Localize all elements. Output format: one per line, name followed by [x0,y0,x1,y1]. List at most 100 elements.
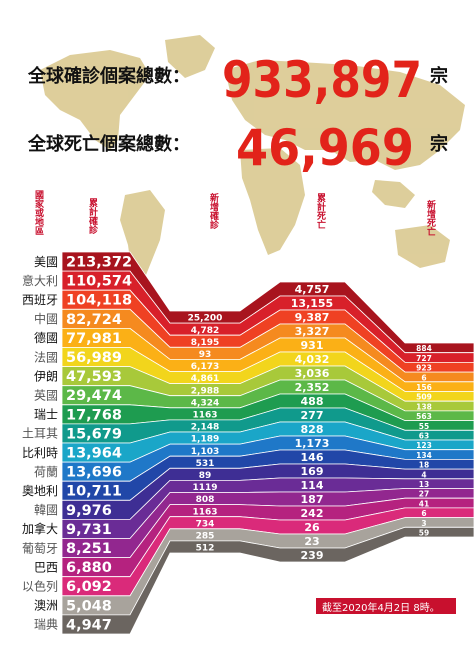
country-label: 德國 [34,330,58,345]
deaths-total-label: 全球死亡個案總數： [27,133,190,155]
new_deaths-label: 923 [416,364,432,373]
world-map [40,35,465,290]
country-label: 巴西 [34,560,58,574]
new_confirmed-label: 512 [196,544,215,554]
deaths-unit: 宗 [430,133,448,155]
confirmed-label: 82,724 [66,312,122,328]
new_confirmed-label: 2,148 [191,423,219,433]
confirmed-label: 56,989 [66,350,122,366]
new_deaths-label: 884 [416,344,432,353]
deaths-total-value: 46,969 [236,119,414,177]
deaths-label: 4,757 [295,283,330,296]
country-label: 土耳其 [22,427,58,441]
ribbon-labels: 美國 213,372 25,200 4,757 884 意大利 110,574 4,782 13… [22,255,432,634]
country-label: 比利時 [22,446,58,460]
new_deaths-label: 41 [419,499,429,508]
confirmed-label: 13,964 [66,446,122,462]
confirmed-label: 213,372 [66,255,132,271]
map-africa [240,148,305,255]
confirmed-label: 9,731 [66,522,112,538]
confirmed-label: 110,574 [66,274,132,290]
new_confirmed-label: 89 [199,471,212,481]
confirmed-unit: 宗 [430,65,448,87]
new_confirmed-label: 808 [196,495,215,505]
new_deaths-label: 4 [421,470,426,479]
deaths-label: 828 [301,423,324,436]
new_deaths-label: 18 [419,461,429,470]
deaths-label: 931 [301,339,324,352]
new_confirmed-label: 1,189 [191,435,219,445]
new_confirmed-label: 1163 [192,410,217,420]
confirmed-label: 4,947 [66,617,112,633]
new_deaths-label: 27 [419,490,429,499]
deaths-label: 9,387 [295,311,330,324]
confirmed-label: 6,092 [66,579,112,595]
confirmed-label: 47,593 [66,369,122,385]
new_confirmed-label: 4,324 [191,398,219,408]
header-country: 國家或地區 [33,190,44,235]
deaths-label: 114 [301,479,324,492]
deaths-label: 277 [301,409,324,422]
new_confirmed-label: 2,988 [191,386,219,396]
new_confirmed-label: 1163 [192,507,217,517]
deaths-label: 3,036 [295,367,330,380]
deaths-label: 169 [301,465,324,478]
new_deaths-label: 123 [416,441,432,450]
deaths-label: 3,327 [295,325,330,338]
confirmed-label: 104,118 [66,293,132,309]
new_deaths-label: 134 [416,451,432,460]
new_deaths-label: 55 [419,422,429,431]
header-new-confirmed: 新增確診 [208,192,219,230]
deaths-label: 2,352 [295,381,330,394]
header-cumulative-confirmed: 累計確診 [87,197,98,235]
country-label: 中國 [34,311,58,326]
confirmed-label: 17,768 [66,407,122,423]
country-label: 瑞典 [34,618,58,632]
new_deaths-label: 13 [419,480,429,489]
confirmed-label: 77,981 [66,331,122,347]
band-20 [61,526,474,635]
confirmed-label: 29,474 [66,388,122,404]
country-label: 伊朗 [34,369,58,383]
column-headers: 國家或地區 累計確診 新增確診 累計死亡 新增死亡 [33,190,437,236]
new_deaths-label: 156 [416,383,432,392]
deaths-label: 1,173 [295,437,330,450]
new_deaths-label: 63 [419,432,429,441]
confirmed-label: 9,976 [66,503,112,519]
new_deaths-label: 59 [419,529,429,538]
country-label: 瑞士 [34,408,58,422]
confirmed-label: 8,251 [66,541,112,557]
deaths-label: 13,155 [291,297,333,310]
new_confirmed-label: 4,782 [191,326,219,336]
new_confirmed-label: 4,861 [191,374,219,384]
map-australia [395,225,450,268]
new_deaths-label: 509 [416,393,432,402]
country-label: 荷蘭 [34,465,58,479]
new_confirmed-label: 1119 [192,483,217,493]
confirmed-label: 6,880 [66,560,112,576]
new_deaths-label: 138 [416,402,432,411]
new_confirmed-label: 285 [196,531,215,541]
new_confirmed-label: 6,173 [191,362,219,372]
confirmed-total-value: 933,897 [222,51,422,109]
confirmed-label: 13,696 [66,465,122,481]
country-label: 法國 [34,350,58,364]
new_deaths-label: 6 [421,373,426,382]
deaths-label: 146 [301,451,324,464]
deaths-label: 187 [301,493,324,506]
confirmed-total-label: 全球確診個案總數： [27,65,190,87]
new_confirmed-label: 734 [196,519,215,529]
new_deaths-label: 3 [421,519,426,528]
header-new-deaths: 新增死亡 [425,199,437,236]
new_deaths-label: 6 [421,509,426,518]
deaths-label: 4,032 [295,353,330,366]
country-label: 西班牙 [22,293,58,307]
header-cumulative-deaths: 累計死亡 [315,192,327,229]
deaths-label: 242 [301,507,324,520]
footnote: 截至2020年4月2日 8時。 [322,601,440,614]
new_confirmed-label: 25,200 [188,314,223,324]
country-label: 以色列 [22,579,58,593]
map-greenland [165,35,215,78]
deaths-label: 239 [301,549,324,562]
